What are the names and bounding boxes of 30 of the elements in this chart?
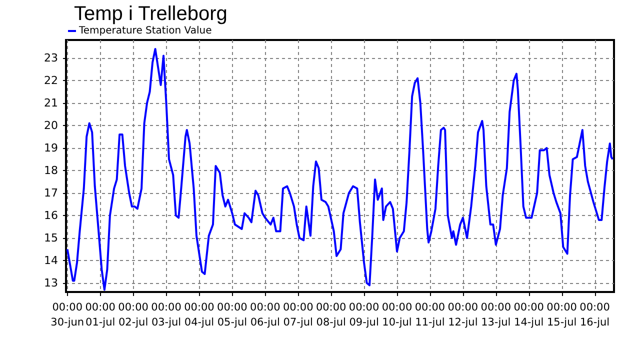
x-tick-label: 00:00 15-jul bbox=[546, 302, 577, 328]
x-tick-label: 00:00 14-jul bbox=[514, 302, 544, 328]
x-tick-label: 00:00 04-jul bbox=[184, 302, 214, 328]
legend-label: Temperature Station Value bbox=[78, 26, 212, 36]
x-tick-label: 00:00 02-jul bbox=[118, 302, 148, 328]
x-tick-label: 00:00 16-jul bbox=[580, 302, 610, 328]
y-tick-label: 15 bbox=[44, 232, 58, 244]
x-tick-label: 00:00 06-jul bbox=[250, 302, 280, 328]
x-tick-label: 00:00 09-jul bbox=[348, 302, 380, 328]
x-tick-label: 00:00 13-jul bbox=[480, 302, 512, 328]
y-tick-label: 20 bbox=[44, 119, 58, 132]
x-tick-label: 00:00 08-jul bbox=[316, 302, 346, 328]
x-tick-label: 00:00 03-jul bbox=[151, 302, 182, 328]
y-tick-label: 23 bbox=[44, 52, 58, 64]
x-tick-label: 00:00 12-jul bbox=[448, 302, 478, 328]
y-tick-label: 22 bbox=[44, 74, 58, 87]
y-tick-label: 21 bbox=[44, 96, 58, 110]
x-tick-label: 00:00 10-jul bbox=[382, 302, 412, 328]
x-tick-label: 00:00 11-jul bbox=[414, 302, 446, 328]
y-tick-label: 18 bbox=[44, 164, 58, 177]
x-tick-label: 00:00 01-jul bbox=[85, 302, 116, 328]
y-tick-label: 13 bbox=[44, 276, 58, 290]
y-tick-label: 19 bbox=[44, 142, 58, 154]
y-tick-label: 16 bbox=[44, 209, 58, 222]
y-tick-label: 14 bbox=[44, 254, 58, 267]
chart-title: Temp i Trelleborg bbox=[74, 3, 228, 25]
y-tick-label: 17 bbox=[44, 186, 58, 200]
x-tick-label: 00:00 07-jul bbox=[282, 302, 314, 328]
x-tick-label: 00:00 05-jul bbox=[217, 302, 248, 328]
x-tick-label: 00:00 30-jun bbox=[50, 302, 84, 328]
